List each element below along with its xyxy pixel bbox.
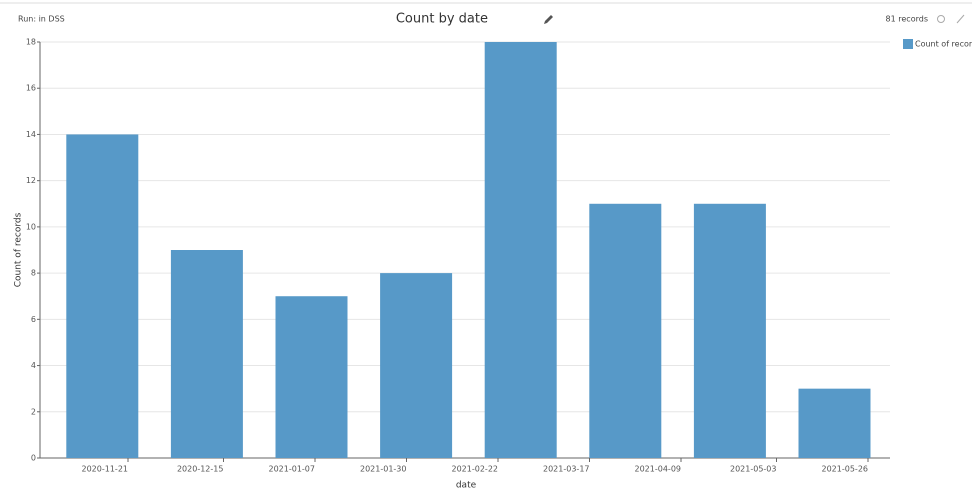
x-tick-label: 2021-04-09 [635, 465, 682, 474]
expand-icon[interactable] [956, 14, 965, 24]
edit-icon[interactable] [544, 15, 553, 24]
x-tick-label: 2021-01-30 [360, 465, 407, 474]
x-tick-label: 2021-01-07 [268, 465, 315, 474]
x-tick-label: 2021-05-26 [822, 465, 869, 474]
bar [484, 42, 557, 458]
x-tick-label: 2021-03-17 [543, 465, 590, 474]
legend: Count of records [903, 39, 972, 49]
bar [170, 250, 243, 458]
bar [66, 134, 139, 458]
y-axis-label: Count of records [14, 212, 24, 287]
y-tick-label: 6 [31, 315, 36, 324]
bar [798, 388, 871, 458]
x-axis-label: date [456, 481, 477, 491]
y-tick-label: 14 [26, 130, 36, 139]
y-tick-label: 18 [26, 38, 36, 47]
bar [275, 296, 348, 458]
bar [693, 203, 766, 458]
y-tick-label: 8 [31, 269, 36, 278]
y-tick-label: 12 [26, 176, 36, 185]
bar [380, 273, 453, 458]
x-tick-label: 2021-02-22 [452, 465, 499, 474]
bar [589, 203, 662, 458]
refresh-icon[interactable] [937, 15, 945, 23]
chart-title: Count by date [396, 12, 488, 27]
y-tick-label: 4 [31, 361, 36, 370]
x-tick-label: 2020-11-21 [82, 465, 129, 474]
x-tick-label: 2020-12-15 [177, 465, 224, 474]
legend-label: Count of records [915, 40, 972, 49]
legend-swatch [903, 39, 913, 49]
records-count: 81 records [886, 15, 928, 24]
y-tick-label: 16 [26, 84, 36, 93]
y-tick-label: 0 [31, 454, 36, 463]
y-tick-label: 2 [31, 407, 36, 416]
x-tick-label: 2021-05-03 [730, 465, 777, 474]
run-label: Run: in DSS [18, 15, 65, 24]
y-tick-label: 10 [26, 222, 36, 231]
